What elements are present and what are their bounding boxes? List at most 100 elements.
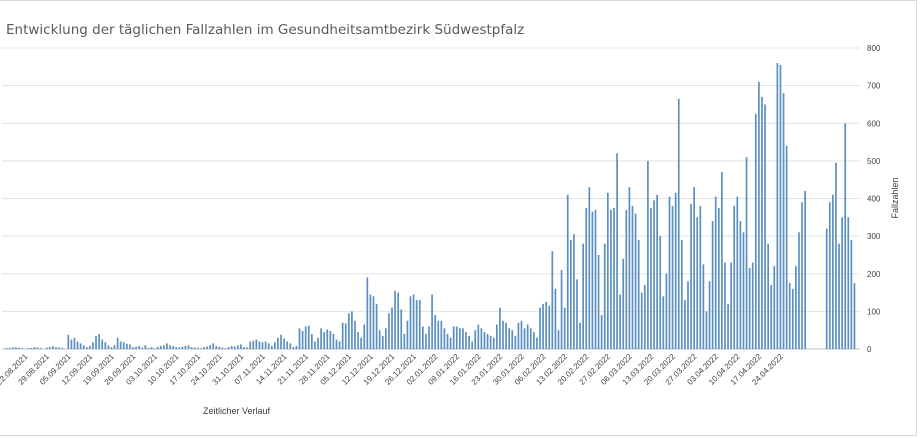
- bar: [610, 209, 612, 349]
- bar: [292, 347, 295, 349]
- y-tick-label: 500: [867, 157, 881, 166]
- bar: [76, 341, 79, 349]
- bar: [721, 172, 723, 349]
- bar: [200, 348, 202, 349]
- bar: [421, 326, 424, 349]
- bar: [85, 347, 88, 349]
- bar: [745, 157, 748, 349]
- bar: [113, 345, 116, 349]
- bar: [616, 153, 618, 349]
- bar: [240, 344, 242, 349]
- bar: [415, 300, 418, 349]
- bar: [378, 330, 381, 349]
- bar: [647, 160, 649, 350]
- bar: [67, 334, 70, 349]
- bar: [770, 285, 773, 349]
- bar: [844, 123, 847, 349]
- bar: [462, 328, 464, 349]
- bar: [73, 337, 76, 349]
- bar: [45, 347, 48, 349]
- bar: [150, 347, 153, 349]
- bar: [166, 343, 168, 349]
- bar: [163, 345, 165, 349]
- bar: [687, 281, 689, 349]
- bar: [277, 337, 279, 349]
- bar: [270, 345, 273, 349]
- bar: [705, 311, 708, 350]
- bar: [172, 345, 174, 349]
- bar: [850, 239, 853, 349]
- bar: [671, 206, 674, 349]
- bar: [776, 63, 779, 350]
- bar: [237, 345, 239, 349]
- bar: [283, 338, 285, 349]
- bar: [622, 258, 625, 349]
- bar: [246, 347, 248, 349]
- bar: [388, 313, 390, 349]
- bar: [21, 348, 23, 349]
- bar: [412, 294, 415, 349]
- gridlines: [2, 47, 860, 350]
- bar: [258, 341, 261, 349]
- bar: [637, 239, 640, 349]
- bar: [304, 326, 307, 349]
- bar: [307, 325, 310, 349]
- bar: [351, 311, 353, 350]
- bar: [736, 196, 739, 349]
- bar: [366, 277, 369, 349]
- bar: [532, 332, 535, 349]
- bar: [135, 346, 137, 349]
- bar: [634, 213, 637, 349]
- bar: [425, 333, 427, 349]
- bar: [668, 196, 671, 349]
- bar: [317, 337, 319, 349]
- bar: [357, 332, 359, 349]
- bar: [323, 332, 326, 349]
- bar: [289, 343, 292, 349]
- bar: [542, 303, 544, 349]
- bar: [332, 333, 335, 349]
- bar: [403, 333, 406, 349]
- bar: [221, 347, 224, 349]
- bar: [529, 328, 532, 349]
- bar: [536, 337, 538, 349]
- bar: [557, 330, 560, 349]
- bar: [218, 346, 221, 349]
- y-tick-label: 400: [867, 195, 881, 204]
- bar: [311, 333, 313, 349]
- bar: [569, 239, 572, 349]
- bar: [526, 324, 529, 349]
- bar: [468, 335, 470, 349]
- bar: [39, 347, 42, 349]
- bar: [782, 93, 785, 350]
- bar: [372, 296, 375, 349]
- bar: [418, 300, 421, 349]
- bar: [110, 347, 113, 349]
- bar: [295, 345, 298, 349]
- bar: [603, 243, 606, 349]
- bar: [178, 347, 181, 349]
- bar: [249, 341, 252, 349]
- y-tick-label: 600: [867, 119, 881, 128]
- bar: [264, 341, 267, 349]
- bar: [838, 243, 840, 349]
- bar: [354, 320, 356, 349]
- bar: [227, 347, 230, 349]
- bar: [144, 345, 147, 349]
- bar: [748, 268, 751, 349]
- bar: [193, 347, 196, 349]
- bar: [184, 345, 187, 349]
- y-tick-label: 800: [867, 44, 881, 53]
- bar: [554, 288, 557, 349]
- bar: [141, 347, 144, 349]
- bar: [55, 347, 57, 349]
- bar: [18, 347, 20, 349]
- y-tick-label: 100: [867, 307, 881, 316]
- bar: [196, 347, 199, 349]
- bar: [801, 202, 803, 349]
- bar: [853, 283, 856, 349]
- bar: [471, 341, 474, 349]
- bar: [369, 294, 372, 349]
- bar: [832, 194, 834, 349]
- bar: [360, 337, 363, 349]
